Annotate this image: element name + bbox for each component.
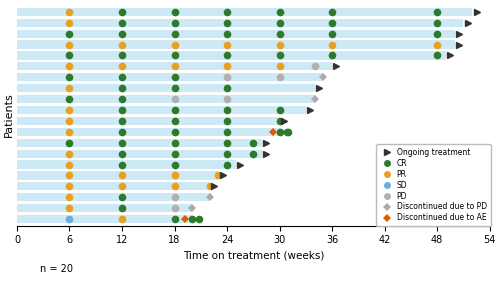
Bar [17, 8, 472, 16]
Bar [17, 160, 236, 169]
Bar [17, 182, 210, 190]
Bar [17, 128, 280, 136]
Bar [17, 95, 314, 103]
Bar [17, 171, 218, 180]
Bar [17, 117, 280, 125]
Bar [17, 106, 306, 114]
Bar [17, 51, 446, 60]
X-axis label: Time on treatment (weeks): Time on treatment (weeks) [182, 251, 324, 261]
Bar [17, 204, 192, 212]
Y-axis label: Patients: Patients [4, 93, 14, 137]
Bar [17, 150, 262, 158]
Text: n = 20: n = 20 [40, 264, 73, 274]
Bar [17, 40, 454, 49]
Bar [17, 84, 314, 92]
Bar [17, 30, 454, 38]
Legend: Ongoing treatment, CR, PR, SD, PD, Discontinued due to PD, Discontinued due to A: Ongoing treatment, CR, PR, SD, PD, Disco… [376, 144, 490, 226]
Bar [17, 19, 464, 27]
Bar [17, 62, 332, 70]
Bar [17, 73, 324, 81]
Bar [17, 193, 210, 201]
Bar [17, 139, 262, 147]
Bar [17, 215, 192, 223]
